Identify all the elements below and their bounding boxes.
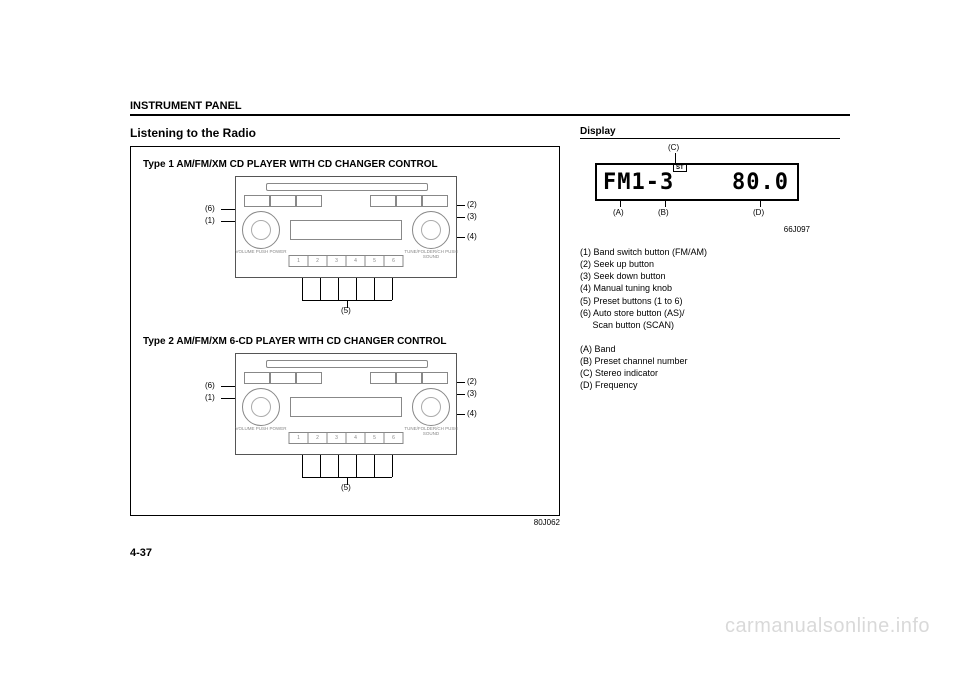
callout-5: (5): [341, 306, 351, 315]
volume-knob: VOLUME PUSH POWER: [242, 211, 280, 249]
type2-label: Type 2 AM/FM/XM 6-CD PLAYER WITH CD CHAN…: [143, 336, 551, 347]
callout-2: (2): [467, 200, 477, 209]
legend-item: Scan button (SCAN): [580, 319, 840, 331]
section-header: INSTRUMENT PANEL: [130, 100, 850, 116]
section-title: Listening to the Radio: [130, 126, 560, 140]
legend-numbers: (1) Band switch button (FM/AM) (2) Seek …: [580, 246, 840, 331]
disp-label-a: (A): [613, 208, 624, 217]
volume-knob-label: VOLUME PUSH POWER: [231, 250, 291, 255]
preset-5: 5: [366, 256, 385, 266]
legend-item: (A) Band: [580, 343, 840, 355]
legend-letters: (A) Band (B) Preset channel number (C) S…: [580, 343, 840, 392]
tune-knob: TUNE/FOLDER/CH PUSH SOUND: [412, 211, 450, 249]
disp-label-d: (D): [753, 208, 764, 217]
callout-6b: (6): [205, 381, 215, 390]
legend-item: (B) Preset channel number: [580, 355, 840, 367]
disp-label-b: (B): [658, 208, 669, 217]
callout-3: (3): [467, 212, 477, 221]
legend-item: (1) Band switch button (FM/AM): [580, 246, 840, 258]
disp-label-c: (C): [668, 143, 679, 152]
preset-3: 3: [328, 256, 347, 266]
callout-5b: (5): [341, 483, 351, 492]
stereo-indicator: ST: [673, 164, 687, 172]
radio-unit-type1: (6) (1) (2) (3): [145, 176, 545, 326]
preset-row: 1 2 3 4 5 6: [289, 255, 404, 267]
radio-figure-box: Type 1 AM/FM/XM CD PLAYER WITH CD CHANGE…: [130, 146, 560, 516]
callout-4: (4): [467, 232, 477, 241]
legend-item: (C) Stereo indicator: [580, 367, 840, 379]
callout-1b: (1): [205, 393, 215, 402]
preset-2: 2: [309, 256, 328, 266]
legend-item: (3) Seek down button: [580, 270, 840, 282]
legend-item: (6) Auto store button (AS)/: [580, 307, 840, 319]
radio-display: ST FM1 -3 80.0: [595, 163, 799, 201]
legend-item: (2) Seek up button: [580, 258, 840, 270]
preset-6: 6: [385, 256, 403, 266]
radio-unit-type2: (6) (1) (2) (3): [145, 353, 545, 503]
display-frequency: 80.0: [732, 170, 789, 195]
callout-2b: (2): [467, 377, 477, 386]
preset-4: 4: [347, 256, 366, 266]
figure-code: 80J062: [130, 518, 560, 527]
callout-1: (1): [205, 216, 215, 225]
display-title: Display: [580, 126, 840, 139]
display-figure: (C) ST FM1 -3 80.0 (A) (B) (D): [580, 143, 810, 223]
preset-1: 1: [290, 256, 309, 266]
callout-3b: (3): [467, 389, 477, 398]
type1-label: Type 1 AM/FM/XM CD PLAYER WITH CD CHANGE…: [143, 159, 551, 170]
display-code: 66J097: [580, 225, 810, 234]
legend-item: (4) Manual tuning knob: [580, 282, 840, 294]
watermark: carmanualsonline.info: [725, 615, 930, 638]
legend-item: (D) Frequency: [580, 379, 840, 391]
tune-knob-label: TUNE/FOLDER/CH PUSH SOUND: [401, 250, 461, 260]
display-preset: -3: [646, 170, 675, 195]
page-number: 4-37: [130, 547, 560, 559]
display-band: FM1: [603, 170, 646, 195]
callout-4b: (4): [467, 409, 477, 418]
legend-item: (5) Preset buttons (1 to 6): [580, 295, 840, 307]
callout-6: (6): [205, 204, 215, 213]
